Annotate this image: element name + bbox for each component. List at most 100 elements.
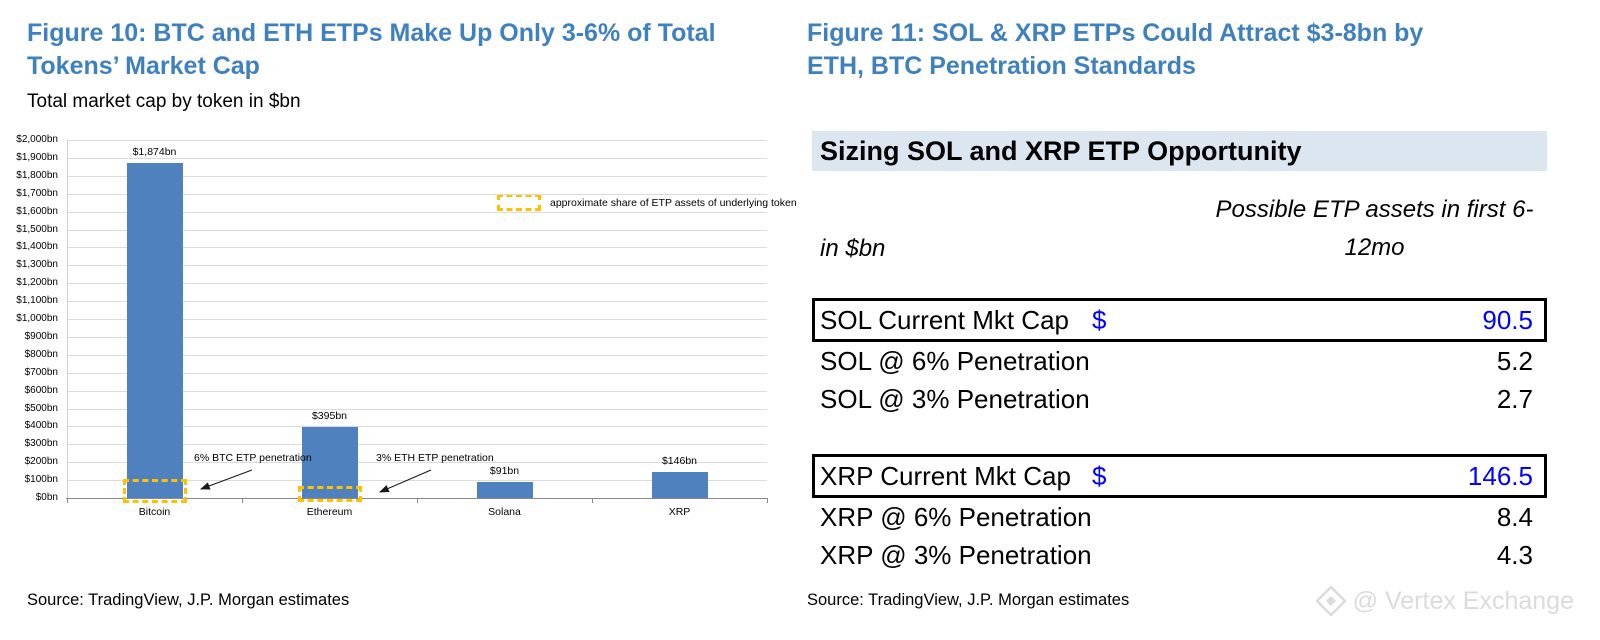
row-label: XRP @ 6% Penetration	[820, 501, 1092, 532]
row-value: 4.3	[1496, 539, 1533, 570]
figure10-source: Source: TradingView, J.P. Morgan estimat…	[27, 591, 350, 609]
bar-bitcoin	[126, 162, 183, 498]
gridline	[67, 247, 767, 249]
bar-value-label: $146bn	[661, 454, 698, 467]
etp-share-overlay-box	[122, 479, 187, 503]
etp-share-overlay-box	[297, 486, 362, 502]
table-body: SOL Current Mkt Cap $90.5 SOL @ 6% Penetra…	[812, 298, 1547, 574]
bar-solana	[476, 481, 533, 498]
row-value: 5.2	[1496, 345, 1533, 376]
y-axis-label: $1,200bn	[16, 277, 58, 289]
gridline	[67, 336, 767, 338]
table-row: SOL Current Mkt Cap $90.5	[812, 298, 1547, 342]
gridline	[67, 390, 767, 392]
market-cap-bar-chart: approximate share of ETP assets of under…	[16, 134, 797, 518]
bar-xrp	[651, 471, 708, 498]
row-label: SOL @ 6% Penetration	[820, 345, 1090, 376]
y-axis-label: $100bn	[24, 474, 58, 486]
x-axis-label: XRP	[668, 506, 691, 518]
y-axis-label: $500bn	[24, 402, 58, 414]
y-axis-label: $2,000bn	[16, 134, 58, 145]
gridline	[67, 175, 767, 177]
gridline	[67, 211, 767, 213]
y-axis-label: $0bn	[35, 492, 58, 503]
y-axis-label: $1,900bn	[16, 151, 58, 163]
sizing-opportunity-table: Sizing SOL and XRP ETP Opportunity in $b…	[812, 131, 1547, 574]
table-title: Sizing SOL and XRP ETP Opportunity	[812, 131, 1547, 171]
row-value: 8.4	[1496, 501, 1533, 532]
y-axis-label: $700bn	[24, 366, 58, 378]
gridline	[67, 444, 767, 446]
y-axis-label: $1,000bn	[16, 313, 58, 324]
row-value: 2.7	[1496, 383, 1533, 414]
row-label: SOL Current Mkt Cap	[820, 304, 1070, 335]
table-row: XRP Current Mkt Cap $146.5	[812, 454, 1547, 498]
y-axis-label: $1,100bn	[16, 295, 58, 307]
x-axis-label: Bitcoin	[138, 506, 171, 518]
bar-value-label: $395bn	[311, 410, 348, 423]
x-axis-tick	[242, 499, 243, 503]
figure10-subtitle: Total market cap by token in $bn	[27, 91, 301, 112]
y-axis-label: $200bn	[24, 456, 58, 468]
y-axis-label: $1,500bn	[16, 223, 58, 235]
table-group-spacer	[812, 418, 1547, 454]
gridline	[67, 372, 767, 374]
bar-value-label: $91bn	[489, 464, 520, 477]
y-axis-label: $1,800bn	[16, 169, 58, 181]
gridline	[67, 140, 767, 141]
y-axis-label: $400bn	[24, 420, 58, 432]
figure11-source: Source: TradingView, J.P. Morgan estimat…	[807, 591, 1130, 609]
figure10-title: Figure 10: BTC and ETH ETPs Make Up Only…	[27, 19, 716, 80]
y-axis-label: $1,300bn	[16, 259, 58, 271]
x-axis-tick	[67, 499, 68, 503]
row-label: SOL @ 3% Penetration	[820, 383, 1090, 414]
table-column-headers: in $bn Possible ETP assets in first 6-12…	[812, 171, 1547, 298]
x-axis-tick	[767, 499, 768, 503]
y-axis-label: $300bn	[24, 438, 58, 450]
y-axis-label: $800bn	[24, 348, 58, 360]
x-axis-tick	[592, 499, 593, 503]
gridline	[67, 193, 767, 195]
table-row: SOL @ 6% Penetration 5.2	[812, 342, 1547, 380]
y-axis-label: $600bn	[24, 384, 58, 396]
bar-value-label: $1,874bn	[132, 145, 177, 158]
annotation-arrows	[199, 469, 432, 493]
legend-label: approximate share of ETP assets of under…	[550, 196, 797, 209]
x-axis-line	[66, 498, 768, 499]
gridline	[67, 229, 767, 231]
gridline	[67, 265, 767, 267]
gridline	[67, 301, 767, 303]
column-header-units: in $bn	[820, 235, 886, 262]
currency-symbol: $	[1092, 304, 1107, 335]
gridline	[67, 408, 767, 410]
row-value: 146.5	[1467, 460, 1533, 491]
x-axis-tick	[417, 499, 418, 503]
y-axis-line	[67, 140, 68, 499]
table-row: XRP @ 3% Penetration 4.3	[812, 536, 1547, 574]
row-label: XRP Current Mkt Cap	[820, 460, 1071, 491]
watermark-text: @ Vertex Exchange	[1352, 586, 1574, 615]
watermark: @ Vertex Exchange	[1315, 586, 1574, 616]
etp-annotation: 3% ETH ETP penetration	[376, 452, 494, 464]
vertex-exchange-logo-icon	[1315, 586, 1346, 616]
figure11-title: Figure 11: SOL & XRP ETPs Could Attract …	[807, 19, 1424, 80]
column-header-possible-etp-assets: Possible ETP assets in first 6-12mo	[1215, 196, 1534, 261]
table-row: XRP @ 6% Penetration 8.4	[812, 498, 1547, 536]
row-label: XRP @ 3% Penetration	[820, 539, 1092, 570]
gridline	[67, 426, 767, 428]
row-value: 90.5	[1482, 304, 1533, 335]
gridline	[67, 319, 767, 320]
y-axis-label: $1,600bn	[16, 205, 58, 217]
y-axis-label: $900bn	[24, 330, 58, 342]
y-axis-label: $1,700bn	[16, 187, 58, 199]
etp-annotation: 6% BTC ETP penetration	[194, 452, 312, 464]
gridline	[67, 157, 767, 159]
gridline	[67, 354, 767, 356]
gridline	[67, 283, 767, 285]
y-axis-label: $1,400bn	[16, 241, 58, 253]
x-axis-label: Ethereum	[306, 506, 353, 518]
dashed-gold-box-swatch	[497, 194, 541, 211]
currency-symbol: $	[1092, 460, 1107, 491]
table-row: SOL @ 3% Penetration 2.7	[812, 380, 1547, 418]
